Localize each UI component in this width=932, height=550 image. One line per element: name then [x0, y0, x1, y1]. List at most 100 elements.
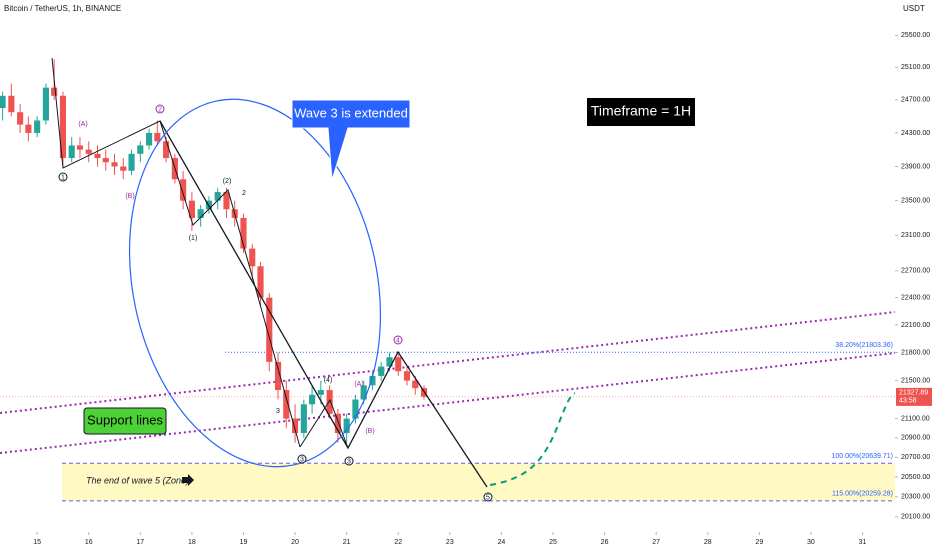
wave-line: [159, 120, 488, 488]
candle-body: [76, 145, 84, 150]
wave-circle: [58, 172, 68, 182]
wave-label: (B): [125, 193, 134, 200]
candle-body: [42, 87, 49, 121]
wave-label: 3: [300, 456, 304, 463]
candle-body: [386, 357, 393, 367]
x-tick-label: 18: [188, 539, 196, 546]
wave-label: (1): [189, 235, 198, 242]
price-tag-value: 21327.89: [899, 390, 928, 397]
y-tick-label: 24700.00: [901, 97, 930, 104]
x-tick-label: 28: [704, 539, 712, 546]
candle-body: [25, 124, 32, 133]
timeframe-box: [587, 98, 695, 126]
candle-body: [309, 394, 316, 405]
candle-body: [403, 371, 411, 381]
y-tick-label: 20700.00: [901, 454, 930, 461]
candle-body: [128, 153, 135, 171]
wave-circle: [393, 335, 403, 345]
candle-body: [240, 217, 247, 249]
candle-body: [223, 192, 230, 210]
y-tick-label: 21100.00: [901, 415, 930, 422]
candle-body: [180, 179, 187, 201]
x-tick-label: 24: [498, 539, 506, 546]
y-tick-label: 20300.00: [901, 494, 930, 501]
wave-label: (B): [365, 428, 374, 435]
candle-body: [68, 145, 75, 159]
candle-body: [249, 248, 256, 267]
candle-body: [300, 404, 307, 434]
wave-label: (A): [78, 121, 87, 128]
x-tick-label: 17: [136, 539, 144, 546]
x-tick-label: 27: [652, 539, 660, 546]
candle-body: [369, 375, 376, 386]
y-tick-label: 23100.00: [901, 232, 930, 239]
x-tick-label: 31: [859, 539, 867, 546]
candle-body: [34, 120, 41, 133]
candle-body: [378, 366, 385, 376]
y-tick-label: 20500.00: [901, 474, 930, 481]
y-tick-label: 22400.00: [901, 294, 930, 301]
y-tick-label: 23900.00: [901, 163, 930, 170]
candle-body: [352, 399, 359, 419]
fib-label: 115.00%(20259.28): [832, 491, 893, 498]
candle-body: [326, 390, 333, 414]
callout: [291, 99, 411, 181]
candle-body: [334, 413, 341, 434]
y-tick-label: 21500.00: [901, 377, 930, 384]
candle-body: [188, 200, 195, 218]
wave-circle: [155, 104, 165, 114]
wave-line: [51, 57, 301, 448]
plot: [0, 59, 428, 443]
x-tick-label: 21: [343, 539, 351, 546]
ellipse: [128, 98, 382, 468]
candle-body: [317, 390, 324, 395]
y-tick-label: 20900.00: [901, 435, 930, 442]
projection: [489, 392, 576, 486]
x-tick-label: 22: [394, 539, 402, 546]
callout-text: Wave 3 is extended: [294, 105, 408, 120]
candle-body: [94, 153, 101, 159]
candle-body: [51, 87, 58, 96]
timeframe-text: Timeframe = 1H: [591, 103, 691, 119]
x-tick-label: 29: [755, 539, 763, 546]
candle-body: [412, 380, 419, 389]
x-tick-label: 20: [291, 539, 299, 546]
candle-body: [137, 145, 144, 154]
support-text: Support lines: [87, 412, 163, 427]
candle-body: [266, 297, 273, 362]
y-tick-label: 23500.00: [901, 197, 930, 204]
zone-text: The end of wave 5 (Zone): [86, 475, 189, 485]
currency: USDT: [903, 4, 925, 13]
wave-label: 4: [396, 337, 400, 344]
header: Bitcoin / TetherUS, 1h, BINANCE: [4, 4, 121, 13]
x-tick-label: 25: [549, 539, 557, 546]
x-tick-label: 19: [240, 539, 248, 546]
arrow: [182, 474, 194, 486]
x-tick-label: 30: [807, 539, 815, 546]
price-tag: [896, 387, 932, 406]
support-line: [0, 352, 896, 454]
drawings-under: 38.20%(21803.36) 100.00%(20639.71) 115.00%…: [0, 311, 896, 502]
drawings: Wave 3 is extended Timeframe = 1H Suppor…: [51, 57, 695, 502]
wave-label: (A): [354, 381, 363, 388]
wave-label: 2: [158, 106, 162, 113]
wave-label: (2): [223, 178, 232, 185]
x-tick-label: 26: [601, 539, 609, 546]
candle-body: [283, 390, 290, 419]
price-axis: [895, 0, 932, 550]
candle-body: [17, 112, 24, 125]
candle-body: [360, 385, 367, 400]
x-tick-label: 23: [446, 539, 454, 546]
y-tick-label: 22100.00: [901, 322, 930, 329]
y-tick-label: 20100.00: [901, 514, 930, 521]
wave-line: [299, 398, 349, 449]
candle-body: [163, 141, 170, 159]
candle-body: [102, 158, 109, 163]
countdown: 43:58: [899, 398, 917, 405]
candle-body: [146, 132, 153, 146]
candle-body: [395, 357, 402, 372]
x-tick-label: 15: [33, 539, 41, 546]
